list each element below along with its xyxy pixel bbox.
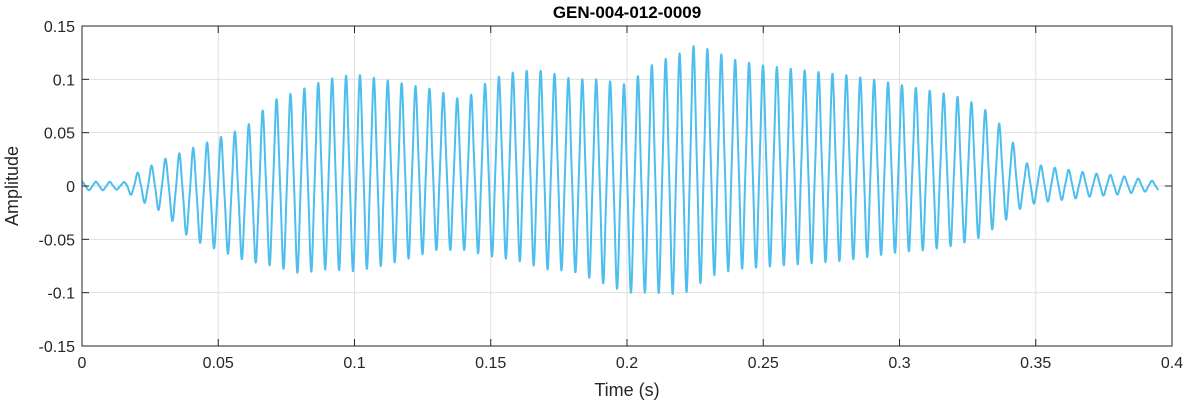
y-tick-label: 0: [66, 179, 75, 196]
plot-clip-group: [82, 45, 1160, 295]
y-axis-label: Amplitude: [2, 146, 22, 226]
x-tick-label: 0: [78, 355, 87, 372]
x-axis-ticks: 0 0.05 0.1 0.15 0.2 0.25 0.3 0.35 0.4: [78, 26, 1183, 372]
y-axis-ticks: -0.15 -0.1 -0.05 0 0.05 0.1 0.15: [39, 19, 1172, 356]
y-tick-label: 0.15: [44, 19, 75, 36]
y-tick-label: 0.1: [53, 72, 75, 89]
y-tick-label: -0.15: [39, 339, 76, 356]
x-tick-label: 0.3: [888, 355, 910, 372]
y-tick-label: -0.1: [47, 286, 75, 303]
x-tick-label: 0.35: [1020, 355, 1051, 372]
x-tick-label: 0.2: [616, 355, 638, 372]
x-tick-label: 0.25: [748, 355, 779, 372]
x-tick-label: 0.4: [1161, 355, 1183, 372]
y-tick-label: -0.05: [39, 232, 76, 249]
x-tick-label: 0.05: [203, 355, 234, 372]
y-tick-label: 0.05: [44, 126, 75, 143]
x-tick-label: 0.15: [475, 355, 506, 372]
chart-title: GEN-004-012-0009: [553, 3, 701, 22]
waveform-series-line: [82, 45, 1160, 295]
x-axis-label: Time (s): [594, 380, 659, 400]
x-tick-label: 0.1: [343, 355, 365, 372]
